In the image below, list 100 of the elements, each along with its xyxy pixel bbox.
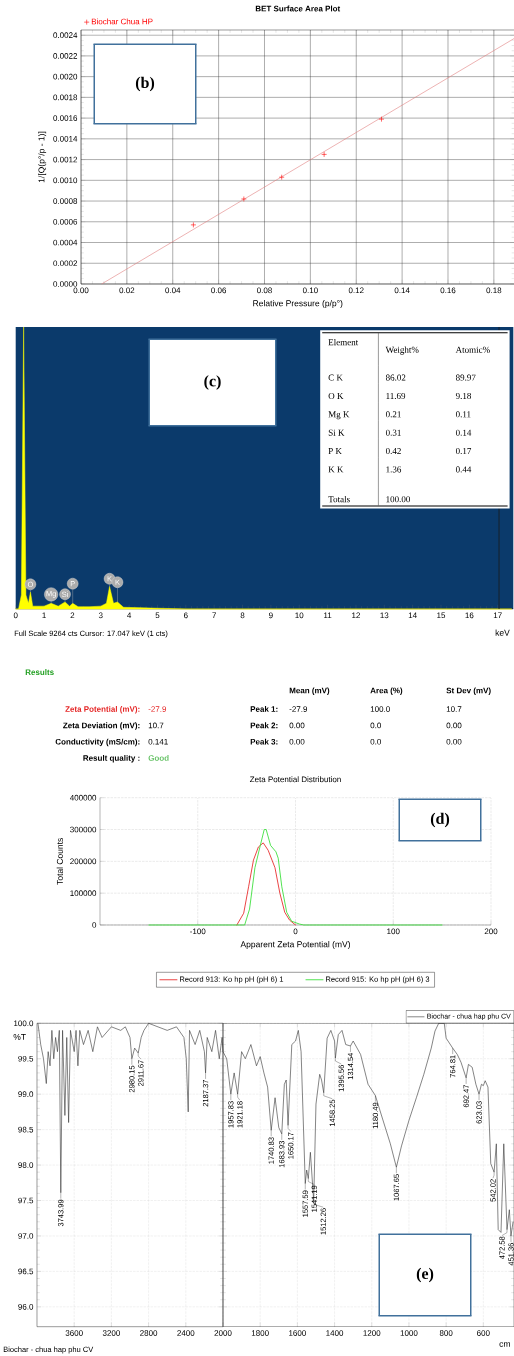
annotation: 1.36 [386, 466, 402, 473]
y-tick-label: 200000 [70, 858, 97, 865]
point [241, 196, 247, 202]
x-tick-label: 3600 [65, 1330, 83, 1336]
x-tick-label: 4 [127, 612, 132, 619]
x-tick-label: 0.02 [119, 287, 135, 294]
text: Zeta Deviation (mV): [63, 722, 140, 730]
x-tick-label: 1400 [326, 1330, 344, 1336]
y-tick-label: 0.0000 [53, 281, 78, 287]
text: Result quality : [83, 754, 140, 763]
chart-title: BET Surface Area Plot [255, 5, 341, 12]
x-tick-label: 1 [42, 612, 46, 619]
text: 0.0 [370, 738, 382, 745]
annotation: 0.31 [385, 429, 401, 436]
annotation: (b) [135, 76, 155, 92]
y-tick-label: 400000 [69, 794, 97, 801]
annotation: 0.21 [385, 411, 401, 418]
y-tick-label: 99.5 [18, 1055, 34, 1062]
y-tick-label: 0.0004 [53, 239, 78, 246]
x-tick-label: 1600 [289, 1330, 306, 1336]
annotation: 0.42 [385, 448, 401, 455]
legend-label: Biochar Chua HP [91, 18, 153, 25]
annotation: 86.02 [385, 374, 406, 381]
x-tick-label: 10 [295, 612, 304, 619]
x-axis-title: Relative Pressure (p/p°) [253, 300, 343, 308]
text: Conductivity (mS/cm): [55, 738, 140, 747]
annotation: Element [328, 338, 359, 346]
annotation: (e) [416, 1267, 434, 1283]
y-tick-label: 300000 [70, 826, 97, 833]
x-tick-label: 13 [380, 612, 389, 619]
line-series [148, 829, 443, 926]
y-tick-label: 0.0016 [53, 115, 78, 121]
y-tick-label: 0.0024 [53, 32, 78, 38]
text: Good [148, 754, 169, 761]
x-tick-label: 0.16 [440, 287, 456, 294]
x-tick-label: 2000 [214, 1330, 232, 1336]
y-tick-label: 99.0 [18, 1091, 34, 1098]
x-tick-label: 0 [13, 612, 18, 619]
text: Peak 1: [250, 706, 278, 712]
chart-title: Zeta Potential Distribution [249, 776, 341, 783]
x-tick-label: 200 [484, 928, 498, 935]
x-tick-label: 7 [212, 612, 216, 619]
text: Results [25, 669, 54, 675]
y-tick-label: 0.0012 [53, 156, 78, 163]
y-tick-label: 100000 [70, 890, 97, 896]
annotation: P K [328, 448, 342, 454]
x-tick-label: 14 [408, 612, 417, 619]
y-tick-label: 0.0022 [53, 53, 78, 59]
annotation: Si K [328, 429, 345, 436]
x-tick-label: 100 [387, 928, 400, 935]
annotation: K K [328, 466, 344, 473]
x-tick-label: 2800 [140, 1330, 158, 1336]
x-tick-label: 0.04 [165, 287, 181, 294]
text: 100.0 [370, 706, 390, 712]
x-axis-title: Apparent Zeta Potential (mV) [240, 941, 350, 949]
x-tick-label: 9 [269, 612, 273, 619]
x-tick-label: 0 [293, 928, 298, 935]
text: -27.9 [289, 706, 308, 712]
x-tick-label: 0.18 [486, 287, 502, 294]
text: Area (%) [370, 687, 403, 695]
y-tick-label: 100.0 [14, 1020, 34, 1027]
y-axis-title: %T [13, 1033, 26, 1040]
text: 0.0 [370, 722, 382, 729]
x-tick-label: 5 [155, 612, 160, 619]
text: 0.00 [289, 722, 305, 729]
annotation: 0.14 [455, 429, 472, 436]
x-tick-label: 1800 [251, 1330, 269, 1336]
y-tick-label: 0.0020 [53, 73, 78, 80]
text: 0.00 [446, 722, 462, 729]
text: Mean (mV) [289, 687, 330, 695]
x-tick-label: -100 [190, 928, 206, 935]
y-tick-label: 0.0010 [53, 177, 78, 184]
x-tick-label: 6 [184, 612, 188, 619]
x-tick-label: 0.12 [348, 287, 364, 294]
x-tick-label: 15 [437, 612, 446, 619]
x-tick-label: 2400 [177, 1330, 195, 1336]
x-tick-label: 3 [98, 612, 103, 619]
x-tick-label: 12 [352, 612, 360, 619]
x-tick-label: 0.10 [302, 287, 318, 294]
x-tick-label: 600 [477, 1330, 490, 1336]
x-tick-label: 1200 [363, 1330, 381, 1336]
annotation: O K [328, 392, 344, 399]
annotation: Atomic% [455, 346, 490, 353]
y-axis-title: Total Counts [56, 838, 63, 885]
line-series [236, 842, 296, 926]
text: 10.7 [446, 706, 462, 712]
x-axis-title: keV [495, 629, 510, 636]
y-tick-label: 0.0002 [53, 260, 78, 267]
text: Zeta Potential (mV): [65, 706, 140, 714]
x-tick-label: 800 [439, 1330, 453, 1336]
text: 0.00 [446, 738, 462, 745]
text: 0.00 [289, 738, 305, 745]
annotation: (d) [430, 812, 450, 828]
x-tick-label: 2 [70, 612, 75, 619]
y-tick-label: 96.5 [18, 1268, 34, 1275]
text: Peak 3: [250, 738, 278, 745]
x-tick-label: 17 [493, 612, 502, 619]
y-tick-label: 0 [92, 922, 97, 928]
x-tick-label: 16 [465, 612, 474, 619]
x-tick-label: 0.00 [73, 287, 89, 294]
